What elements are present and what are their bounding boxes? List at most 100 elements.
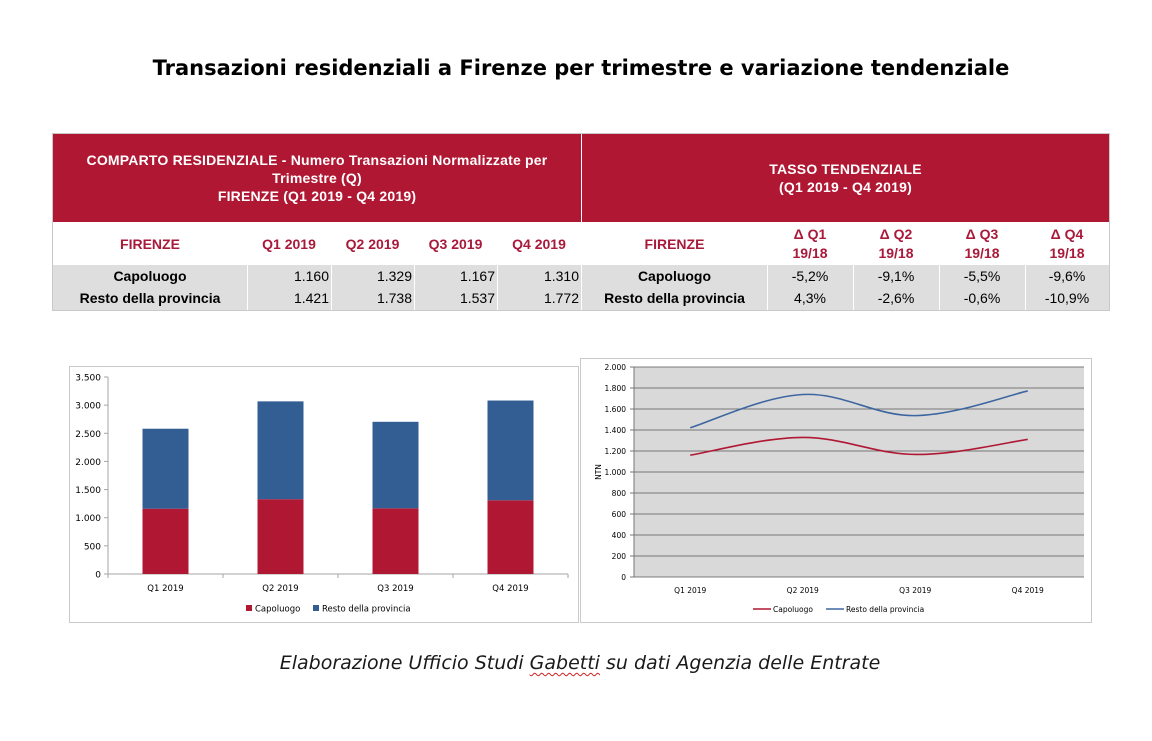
y-tick-label: 0 [621, 573, 626, 582]
caption-name: Gabetti [529, 652, 600, 674]
legend-swatch [246, 605, 252, 611]
series-line [690, 436, 1028, 456]
caption-prefix: Elaborazione Ufficio Studi [279, 652, 530, 674]
table-cell: -10,9% [1044, 290, 1090, 306]
bar-segment [487, 400, 534, 501]
bar-segment [372, 508, 419, 574]
column-divider [853, 223, 854, 310]
line-chart: 0 200 400 600 800 1.000 1.200 1.400 1.600 1.800 2.… [594, 363, 1084, 614]
table-cell: 1.421 [293, 290, 329, 306]
x-tick-label: Q1 2019 [674, 586, 706, 595]
y-tick-label: 1.000 [605, 468, 627, 477]
y-tick-label: 3.500 [75, 374, 101, 384]
y-tick-label: 600 [612, 510, 627, 519]
transactions-table: COMPARTO RESIDENZIALE - Numero Transazio… [52, 133, 1110, 311]
row-label-capoluogo-right: Capoluogo [637, 268, 712, 284]
table-cell: 1.537 [459, 290, 495, 306]
col-header-q2: Q2 2019 [345, 235, 400, 252]
y-tick-label: 2.000 [605, 363, 627, 372]
bar-segment [257, 499, 304, 574]
x-tick-label: Q4 2019 [1012, 586, 1044, 595]
bar-segment [142, 428, 189, 509]
col-header-dq4: Δ Q4 19/18 [1049, 226, 1085, 261]
row-label-resto-left: Resto della provincia [79, 290, 221, 306]
column-divider [581, 223, 582, 310]
table-cell: 1.310 [543, 268, 579, 284]
line-chart-panel: 0 200 400 600 800 1.000 1.200 1.400 1.600 1.800 2.… [580, 358, 1092, 623]
row-label-resto-right: Resto della provincia [604, 290, 745, 306]
left-header-line1: COMPARTO RESIDENZIALE - Numero Transazio… [86, 152, 548, 168]
row-label-capoluogo-left: Capoluogo [113, 268, 187, 284]
table-cell: 4,3% [794, 290, 826, 306]
column-divider [331, 223, 332, 310]
y-tick-label: 1.800 [605, 384, 627, 393]
page-title: Transazioni residenziali a Firenze per t… [152, 56, 1010, 80]
left-header: COMPARTO RESIDENZIALE - Numero Transazio… [53, 134, 581, 222]
y-tick-label: 2.500 [75, 430, 101, 440]
table-cell: 1.738 [376, 290, 412, 306]
y-tick-label: 200 [612, 552, 627, 561]
col-header-q1: Q1 2019 [262, 235, 316, 252]
bar-segment [257, 401, 304, 500]
left-header-line2: Trimestre (Q) [272, 170, 362, 186]
table-cell: 1.167 [459, 268, 495, 284]
stacked-bar-chart: 0 500 1.000 1.500 2.000 2.500 3.000 3.500 Q1 201… [75, 374, 569, 615]
table-cell: -0,6% [963, 290, 1001, 306]
table-cell: -2,6% [877, 290, 915, 306]
column-divider [247, 223, 248, 310]
table-cell: -5,2% [791, 268, 829, 284]
source-caption: Elaborazione Ufficio Studi Gabetti su da… [0, 652, 1152, 674]
right-header-line1: TASSO TENDENZIALE [769, 161, 922, 177]
left-header-line3: FIRENZE (Q1 2019 - Q4 2019) [217, 188, 417, 204]
right-header-line2: (Q1 2019 - Q4 2019) [779, 179, 912, 195]
column-divider [497, 223, 498, 310]
right-header: TASSO TENDENZIALE (Q1 2019 - Q4 2019) [582, 134, 1109, 222]
table-cell: -9,6% [1048, 268, 1086, 284]
bar-segment [142, 508, 189, 574]
y-tick-label: 800 [612, 489, 627, 498]
legend-swatch [313, 605, 319, 611]
x-tick-label: Q3 2019 [899, 586, 931, 595]
column-divider [767, 223, 768, 310]
legend-label: Capoluogo [773, 605, 813, 614]
col-header-q4: Q4 2019 [512, 235, 566, 252]
y-tick-label: 0 [95, 571, 101, 581]
col-header-firenze-right: FIRENZE [644, 235, 705, 252]
x-tick-label: Q2 2019 [787, 586, 819, 595]
table-cell: 1.160 [293, 268, 329, 284]
x-tick-label: Q4 2019 [492, 584, 528, 594]
col-header-dq1: Δ Q1 19/18 [792, 226, 828, 261]
y-tick-label: 1.600 [605, 405, 627, 414]
y-tick-label: 1.400 [605, 426, 627, 435]
col-header-q3: Q3 2019 [428, 235, 483, 252]
y-tick-label: 2.000 [75, 458, 101, 468]
series-line [690, 390, 1028, 429]
table-cell: 1.329 [376, 268, 412, 284]
table-cell: -5,5% [963, 268, 1001, 284]
bar-segment [487, 500, 534, 574]
y-tick-label: 400 [612, 531, 627, 540]
x-tick-label: Q1 2019 [147, 584, 183, 594]
table-cell: 1.772 [543, 290, 579, 306]
legend-label: Resto della provincia [322, 605, 411, 615]
col-header-dq2: Δ Q2 19/18 [878, 226, 914, 261]
col-header-dq3: Δ Q3 19/18 [964, 226, 1000, 261]
y-tick-label: 1.200 [605, 447, 627, 456]
stacked-bar-chart-panel: 0 500 1.000 1.500 2.000 2.500 3.000 3.500 Q1 201… [69, 366, 579, 623]
y-tick-label: 1.500 [75, 486, 101, 496]
table-cell: -9,1% [877, 268, 915, 284]
x-tick-label: Q2 2019 [262, 584, 298, 594]
column-divider [939, 223, 940, 310]
legend-label: Resto della provincia [846, 605, 924, 614]
x-tick-label: Q3 2019 [377, 584, 413, 594]
column-divider [414, 223, 415, 310]
legend-label: Capoluogo [255, 605, 300, 615]
y-axis-title: NTN [594, 464, 603, 480]
y-tick-label: 500 [84, 542, 101, 552]
bar-segment [372, 421, 419, 509]
y-tick-label: 3.000 [75, 402, 101, 412]
column-divider [1025, 223, 1026, 310]
caption-suffix: su dati Agenzia delle Entrate [599, 652, 881, 674]
y-tick-label: 1.000 [75, 514, 101, 524]
col-header-firenze-left: FIRENZE [120, 235, 180, 252]
